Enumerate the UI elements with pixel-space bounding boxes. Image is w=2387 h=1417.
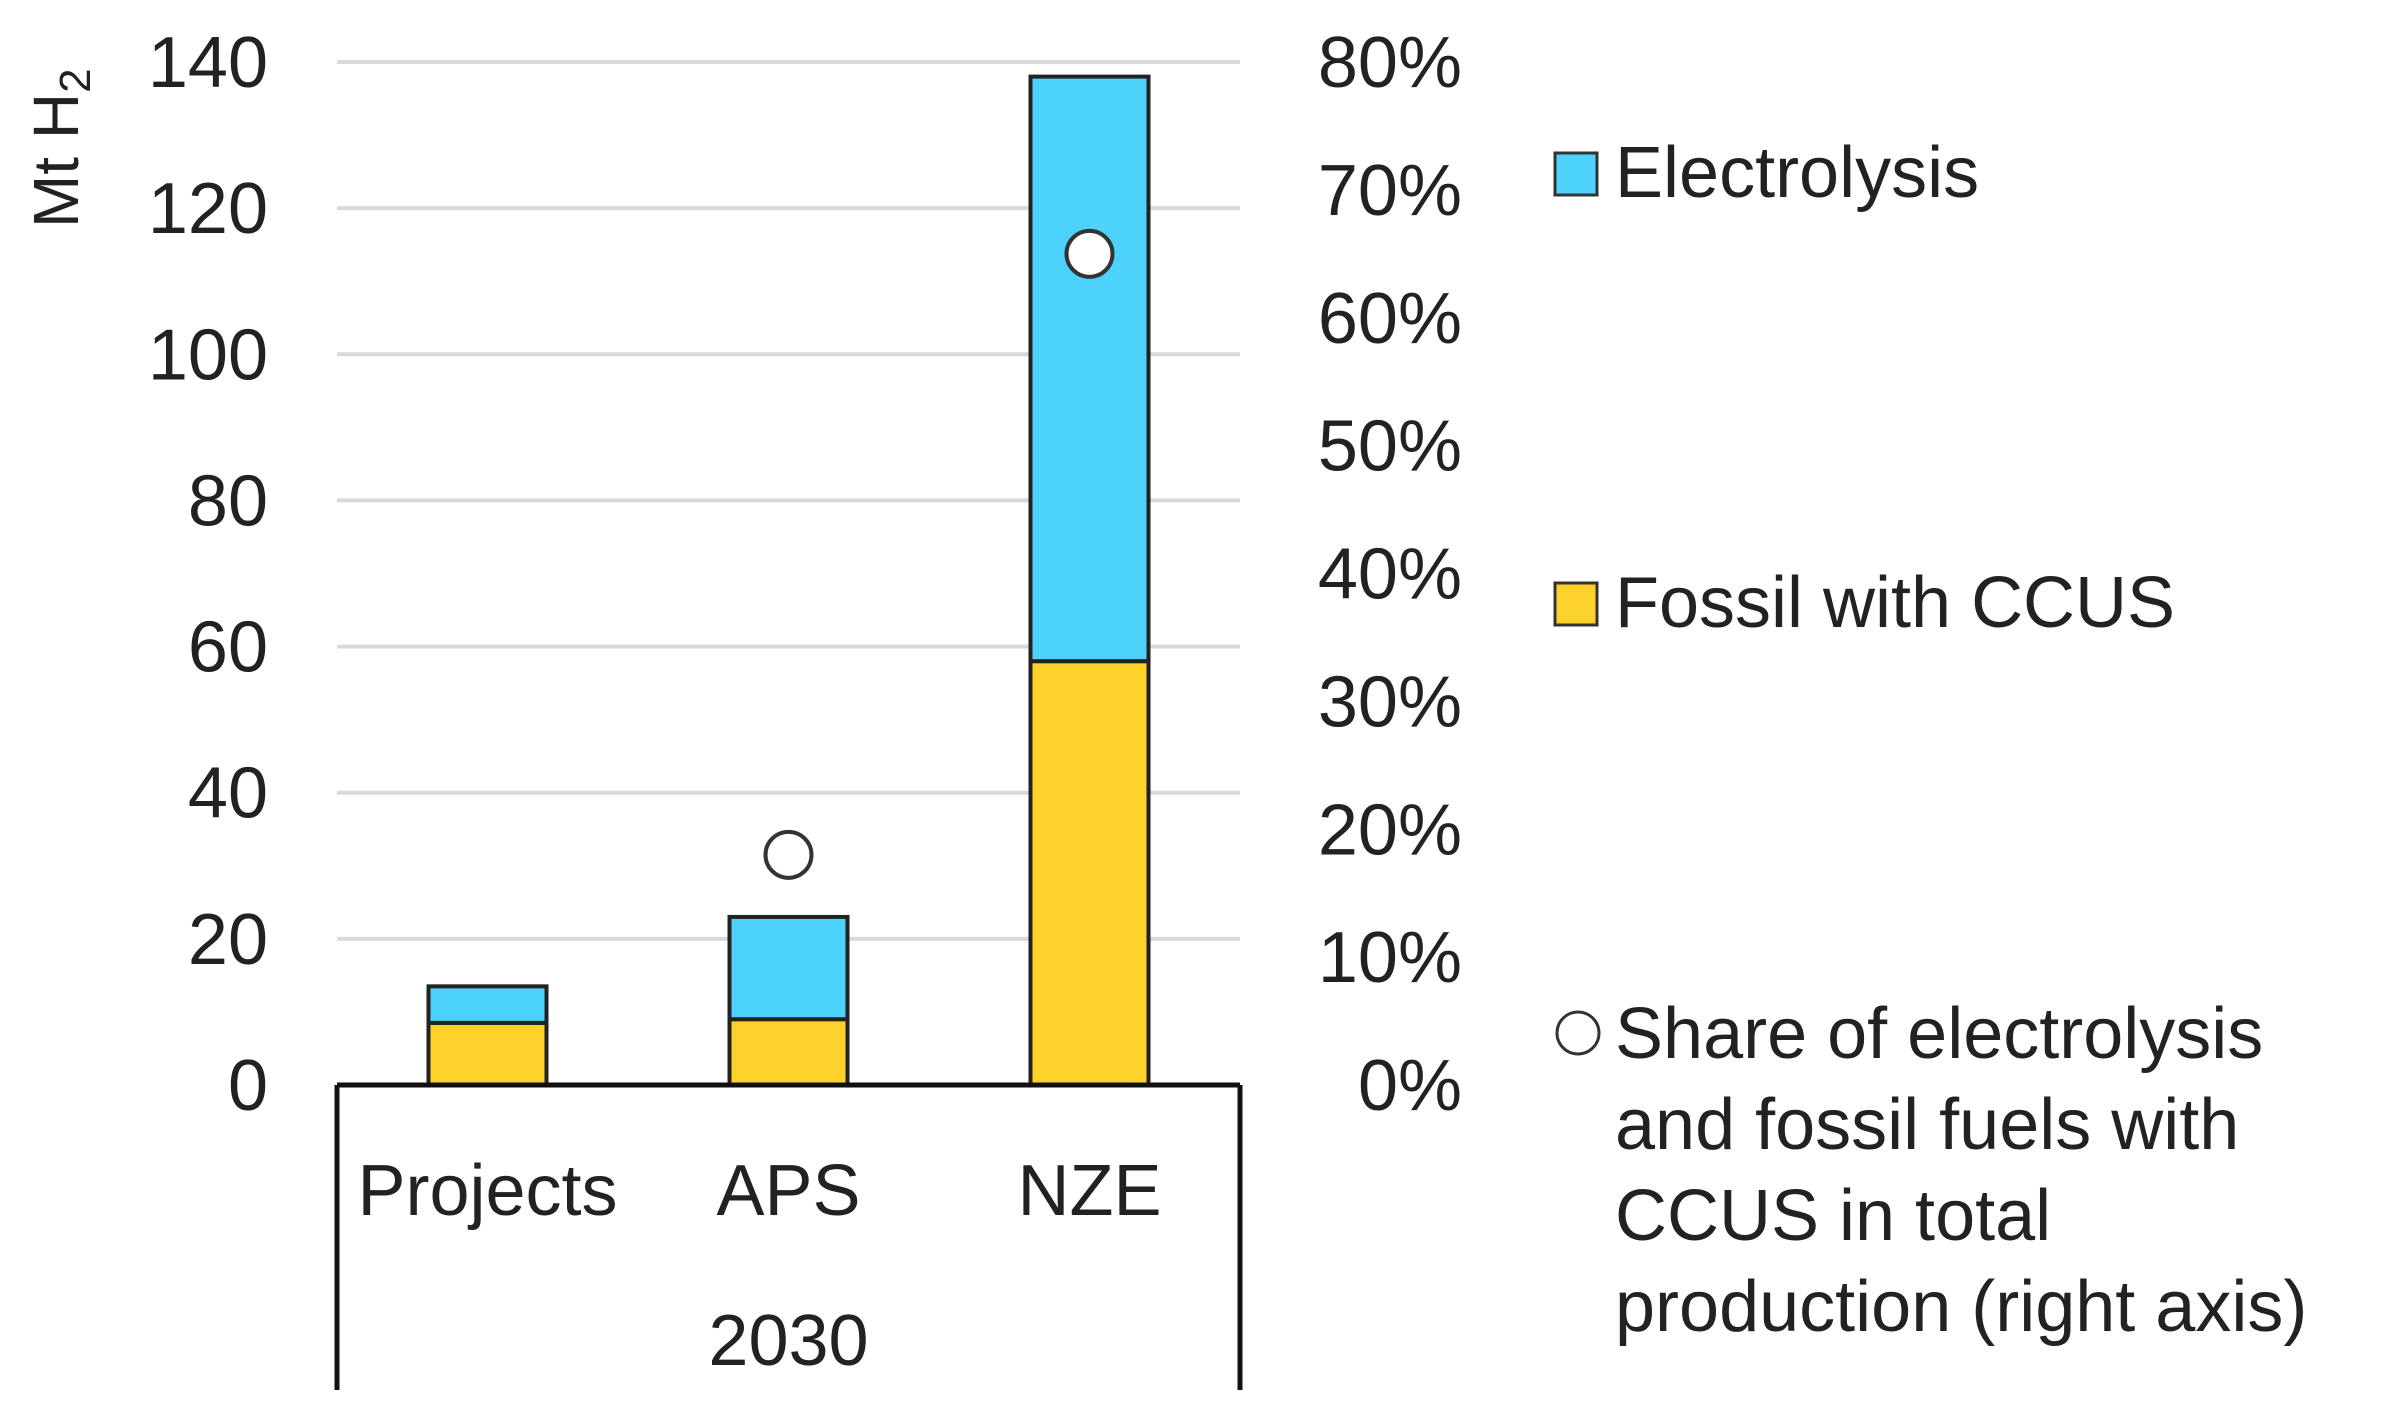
bar-nze-electrolysis (1028, 74, 1151, 664)
y-tick-label: 20 (188, 900, 268, 980)
bar-aps-fossil-with-ccus (727, 1017, 850, 1087)
bar-nze-fossil-with-ccus (1028, 659, 1151, 1088)
y2-tick-label: 40% (1318, 535, 1462, 615)
legend-label-share-1: Share of electrolysis (1615, 994, 2263, 1074)
y-tick-label: 0 (228, 1046, 268, 1126)
y2-tick-label: 80% (1318, 23, 1462, 103)
bar-projects-electrolysis (426, 984, 549, 1025)
axes: Projects APS NZE (334, 1082, 1243, 1390)
y-tick-label: 120 (148, 169, 268, 249)
bar-projects-fossil-with-ccus (426, 1020, 549, 1087)
share-marker-nze (1064, 228, 1115, 279)
y-tick-label: 60 (188, 608, 268, 688)
share-markers (763, 228, 1115, 880)
legend-label-share-3: CCUS in total (1615, 1176, 2051, 1256)
legend-label-share-4: production (right axis) (1615, 1267, 2307, 1347)
y2-tick-label: 50% (1318, 407, 1462, 487)
x-tick-label-aps: APS (716, 1151, 860, 1231)
y2-tick-label: 60% (1318, 279, 1462, 359)
x-tick-label-nze: NZE (1018, 1151, 1162, 1231)
y2-tick-label: 70% (1318, 151, 1462, 231)
y2-tick-label: 0% (1358, 1046, 1462, 1126)
y-tick-label: 80 (188, 461, 268, 541)
y-axis-title: Mt H2 (20, 68, 100, 228)
y2-tick-label: 20% (1318, 790, 1462, 870)
y-axis-title-subscript: 2 (51, 68, 100, 92)
legend-label-electrolysis: Electrolysis (1615, 133, 1979, 213)
x-tick-label-projects: Projects (357, 1151, 617, 1231)
legend-label-fossil-ccus: Fossil with CCUS (1615, 563, 2175, 643)
left-axis-ticks: 0 20 40 60 80 100 120 140 (148, 23, 268, 1126)
legend-swatch-fossil-ccus (1553, 581, 1599, 627)
gridlines (337, 60, 1240, 941)
bars (426, 74, 1151, 1088)
bar-aps-electrolysis (727, 914, 850, 1022)
y2-tick-label: 30% (1318, 662, 1462, 742)
y-axis-title-main: Mt H (20, 93, 92, 228)
legend-marker-share (1555, 1010, 1601, 1056)
y-tick-label: 40 (188, 754, 268, 834)
y-tick-label: 100 (148, 315, 268, 395)
group-label: 2030 (708, 1301, 868, 1381)
legend: Electrolysis Fossil with CCUS Share of e… (1553, 133, 2307, 1347)
share-marker-aps (763, 829, 814, 880)
y-tick-label: 140 (148, 23, 268, 103)
y2-tick-label: 10% (1318, 918, 1462, 998)
right-axis-ticks: 0% 10% 20% 30% 40% 50% 60% 70% 80% (1318, 23, 1462, 1126)
legend-swatch-electrolysis (1553, 151, 1599, 197)
legend-label-share-2: and fossil fuels with (1615, 1085, 2239, 1165)
